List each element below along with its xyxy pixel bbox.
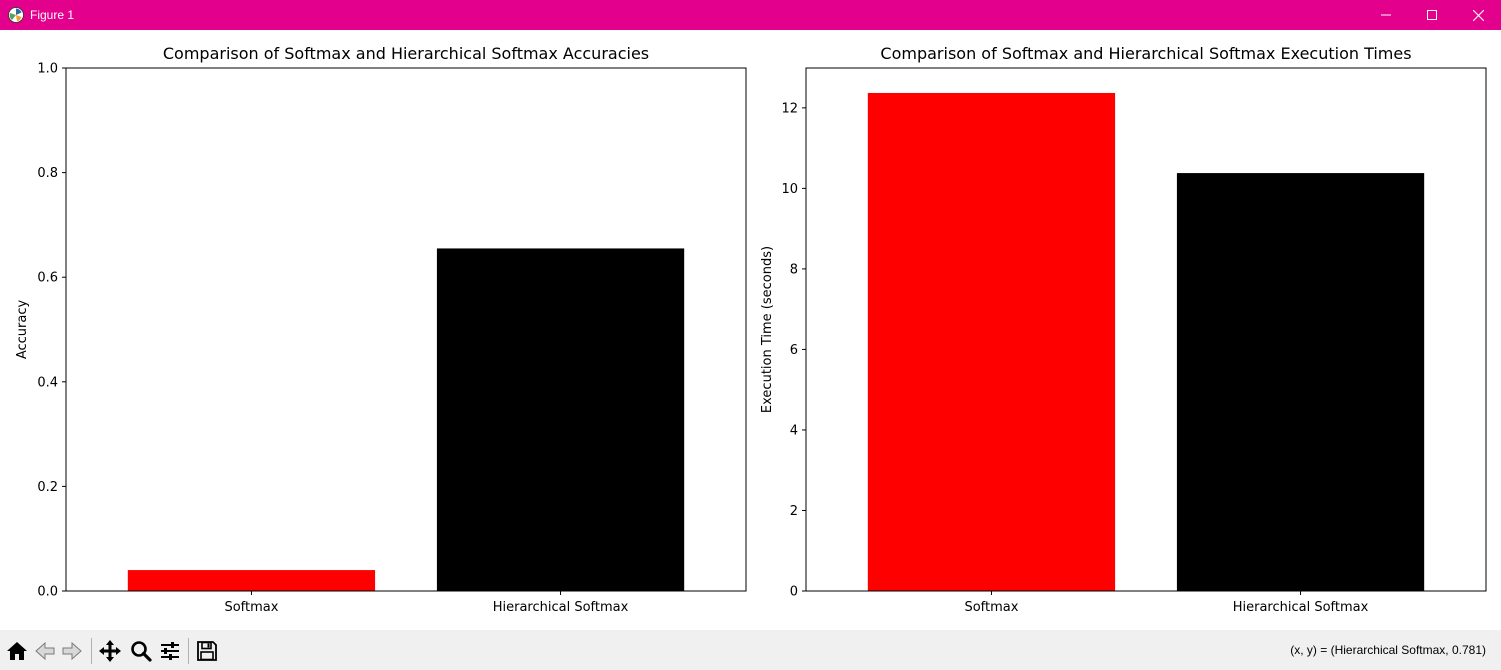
maximize-button[interactable] [1409, 0, 1455, 30]
y-axis-label: Execution Time (seconds) [760, 246, 775, 413]
forward-button[interactable] [59, 638, 85, 664]
close-button[interactable] [1455, 0, 1501, 30]
y-tick-label: 0 [790, 585, 798, 600]
axes-frame [805, 67, 1487, 592]
x-tick-label: Hierarchical Softmax [493, 600, 629, 615]
bar-softmax [127, 570, 376, 591]
minimize-icon [1381, 14, 1391, 16]
home-icon [7, 642, 27, 660]
figure-canvas[interactable]: Softmax Hierarchical Softmax 0.0 0.2 0.4 0.6 0… [1, 30, 1500, 630]
maximize-icon [1427, 10, 1437, 20]
x-tick-label: Softmax [224, 600, 278, 615]
zoom-magnifier-icon [131, 641, 152, 662]
y-tick-label: 12 [781, 101, 798, 116]
matplotlib-app-icon [8, 7, 24, 23]
zoom-button[interactable] [128, 638, 154, 664]
x-tick-label: Hierarchical Softmax [1233, 600, 1369, 615]
minimize-button[interactable] [1363, 0, 1409, 30]
y-tick-label: 1.0 [37, 62, 58, 77]
pan-move-icon [99, 640, 121, 662]
y-tick-label: 0.8 [37, 166, 58, 181]
toolbar-separator [188, 638, 189, 664]
y-tick-label: 0.4 [37, 375, 58, 390]
y-tick-label: 2 [790, 504, 798, 519]
bar-hierarchical-softmax [1176, 173, 1425, 592]
configure-subplots-button[interactable] [157, 638, 183, 664]
figure-svg: Softmax Hierarchical Softmax 0.0 0.2 0.4 0.6 0… [15, 44, 1487, 615]
title-bar: Figure 1 [0, 0, 1501, 30]
y-tick-label: 0.2 [37, 480, 58, 495]
chart-title: Comparison of Softmax and Hierarchical S… [880, 44, 1411, 63]
forward-arrow-icon [62, 641, 82, 661]
bar-hierarchical-softmax [436, 248, 685, 591]
toolbar-separator [91, 638, 92, 664]
y-tick-label: 4 [790, 423, 798, 438]
axes-frame [65, 67, 747, 592]
home-button[interactable] [4, 638, 30, 664]
navigation-toolbar: (x, y) = (Hierarchical Softmax, 0.781) [0, 630, 1501, 670]
save-floppy-icon [197, 641, 217, 661]
y-tick-label: 0.0 [37, 585, 58, 600]
back-arrow-icon [35, 641, 55, 661]
cursor-coordinates-readout: (x, y) = (Hierarchical Softmax, 0.781) [1290, 643, 1486, 657]
back-button[interactable] [32, 638, 58, 664]
bar-softmax [867, 92, 1116, 591]
x-tick-label: Softmax [964, 600, 1018, 615]
pan-button[interactable] [97, 638, 123, 664]
close-icon [1472, 9, 1484, 21]
chart-title: Comparison of Softmax and Hierarchical S… [163, 44, 649, 63]
y-tick-label: 6 [790, 343, 798, 358]
y-tick-label: 0.6 [37, 271, 58, 286]
window-title: Figure 1 [30, 8, 75, 22]
y-tick-label: 10 [781, 182, 798, 197]
save-button[interactable] [194, 638, 220, 664]
configure-subplots-icon [161, 642, 179, 660]
y-axis-label: Accuracy [15, 300, 30, 360]
y-tick-label: 8 [790, 262, 798, 277]
